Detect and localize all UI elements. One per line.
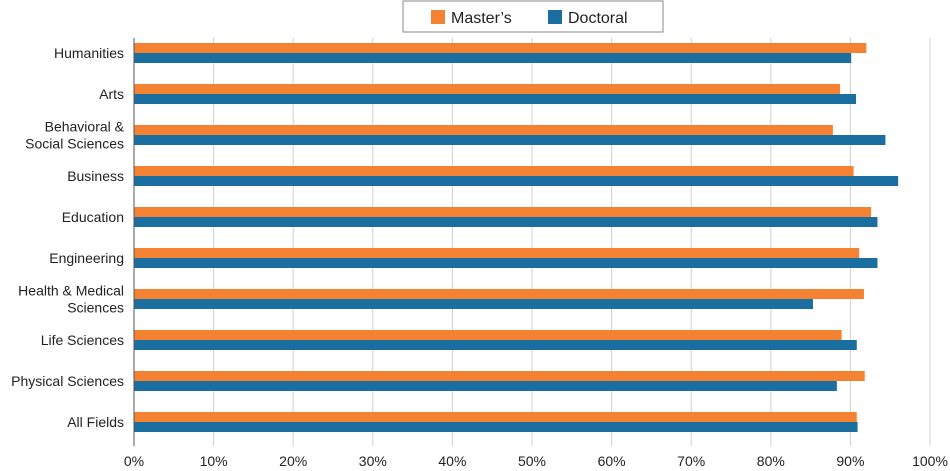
bar-doctoral-behavioral-social-sciences [134,135,886,145]
x-tick-label: 60% [598,453,626,469]
bar-master-s-life-sciences [134,330,842,340]
bar-doctoral-all-fields [134,422,858,432]
category-label: Health & Medical [18,283,124,299]
x-tick-labels: 0% 10% 20% 30% 40% 50% 60% 70% 80% 90% 100% [124,453,948,469]
bar-master-s-all-fields [134,412,857,422]
bar-master-s-arts [134,84,841,94]
bar-master-s-behavioral-social-sciences [134,125,833,135]
x-tick-label: 0% [124,453,144,469]
category-label: Life Sciences [41,332,124,348]
bar-doctoral-engineering [134,258,878,268]
bar-doctoral-life-sciences [134,340,857,350]
category-label: Education [62,209,124,225]
legend: Master’s Doctoral [402,0,664,33]
x-tick-label: 100% [912,453,948,469]
bar-master-s-health-medical-sciences [134,289,864,299]
bar-doctoral-arts [134,94,856,104]
bar-master-s-business [134,166,854,176]
category-labels: Humanities Arts Behavioral &Social Science… [11,45,124,430]
category-label: Social Sciences [25,136,124,152]
legend-box [402,0,664,33]
category-label: Sciences [67,300,124,316]
x-tick-label: 40% [438,453,466,469]
legend-swatch-masters [431,10,445,24]
bar-doctoral-education [134,217,878,227]
bar-master-s-education [134,207,872,217]
x-tick-label: 70% [677,453,705,469]
category-label: Humanities [54,45,124,61]
bar-doctoral-health-medical-sciences [134,299,813,309]
bar-doctoral-business [134,176,899,186]
x-tick-label: 10% [200,453,228,469]
bar-master-s-physical-sciences [134,371,865,381]
x-tick-label: 20% [279,453,307,469]
legend-label-masters: Master’s [451,10,512,27]
bar-doctoral-humanities [134,53,852,63]
legend-swatch-doctoral [548,10,562,24]
category-label: Arts [99,86,124,102]
bar-doctoral-physical-sciences [134,381,837,391]
x-tick-label: 30% [359,453,387,469]
legend-label-doctoral: Doctoral [568,10,628,27]
x-tick-label: 90% [836,453,864,469]
category-label: Business [67,168,124,184]
x-tick-label: 80% [757,453,785,469]
category-label: All Fields [67,414,124,430]
category-label: Behavioral & [45,119,125,135]
bars [134,43,899,432]
grid-lines [213,38,931,446]
x-tick-label: 50% [518,453,546,469]
category-label: Engineering [49,250,124,266]
bar-master-s-engineering [134,248,860,258]
bar-master-s-humanities [134,43,867,53]
category-label: Physical Sciences [11,373,124,389]
